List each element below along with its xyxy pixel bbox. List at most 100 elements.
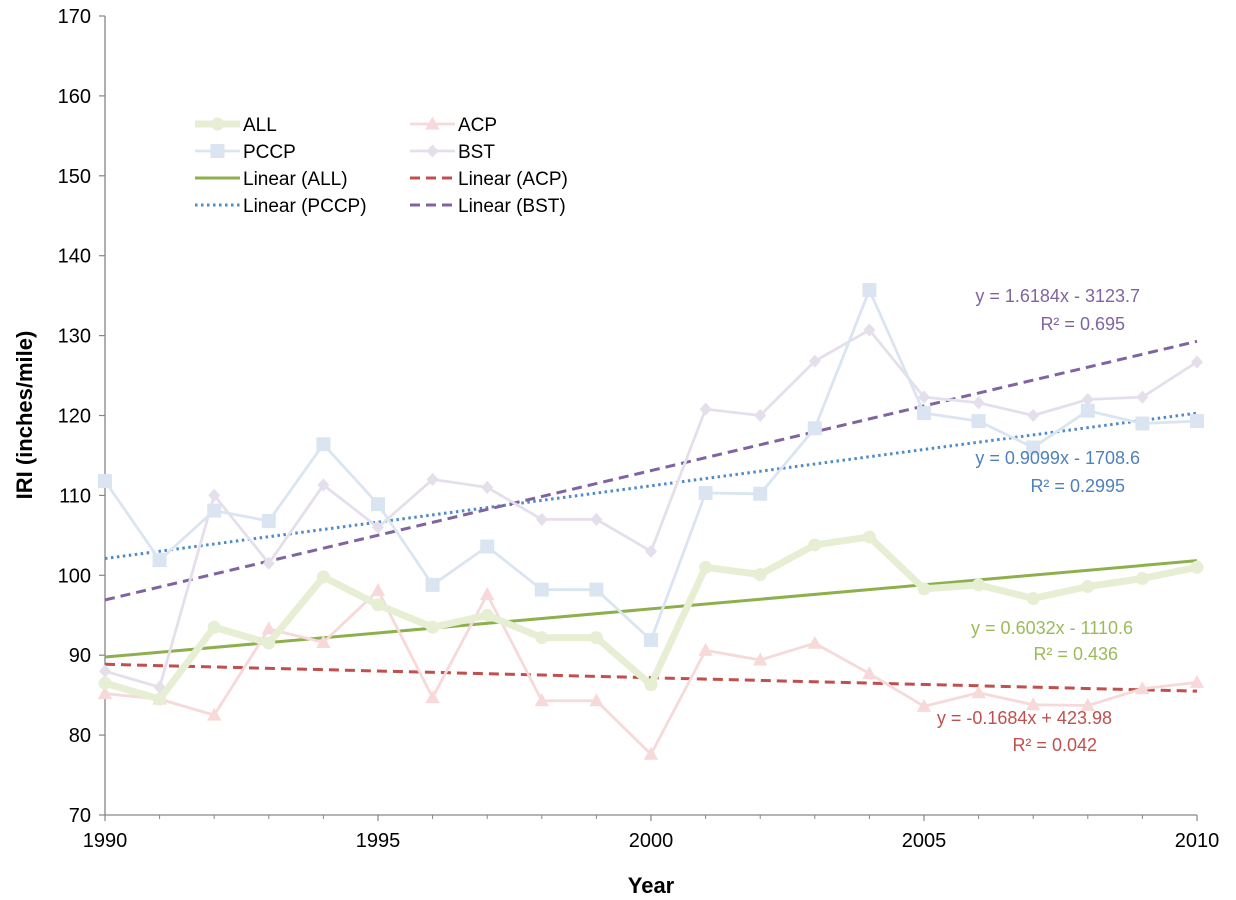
y-tick-label: 100 bbox=[58, 565, 91, 587]
legend-label: Linear (BST) bbox=[458, 196, 566, 217]
series-line-acp bbox=[104, 589, 1198, 756]
y-axis-title: IRI (inches/mile) bbox=[12, 331, 37, 500]
data-point-bst bbox=[535, 512, 548, 526]
data-point-all bbox=[753, 568, 767, 582]
legend-item-linear-acp: Linear (ACP) bbox=[410, 169, 568, 190]
data-point-all bbox=[480, 608, 494, 622]
data-point-acp bbox=[207, 707, 222, 721]
legend-item-bst: BST bbox=[410, 142, 495, 163]
data-point-bst bbox=[1081, 392, 1094, 407]
data-point-all bbox=[917, 582, 931, 596]
data-point-pccp bbox=[971, 414, 986, 429]
data-point-pccp bbox=[698, 486, 713, 501]
trendline-equation-linear-bst: y = 1.6184x - 3123.7 bbox=[975, 286, 1140, 306]
data-point-pccp bbox=[644, 633, 658, 648]
x-tick-label: 1995 bbox=[356, 830, 401, 852]
y-tick-label: 170 bbox=[58, 6, 91, 28]
legend-item-pccp: PCCP bbox=[195, 142, 296, 163]
y-tick-label: 160 bbox=[58, 86, 91, 108]
data-point-pccp bbox=[753, 486, 768, 501]
data-point-acp bbox=[589, 693, 604, 707]
data-point-pccp bbox=[425, 577, 440, 592]
legend-label: Linear (PCCP) bbox=[243, 196, 367, 217]
legend: ALL ACP PCCP BST Linear (ALL) Linear (ACP) Lin… bbox=[195, 115, 568, 217]
data-point-pccp bbox=[207, 503, 222, 518]
data-point-all bbox=[316, 570, 330, 584]
data-point-acp bbox=[370, 583, 386, 597]
data-point-all bbox=[371, 598, 385, 612]
legend-item-acp: ACP bbox=[410, 115, 497, 136]
data-point-bst bbox=[372, 520, 384, 534]
data-point-all bbox=[262, 636, 276, 650]
data-point-acp bbox=[534, 693, 549, 707]
data-point-pccp bbox=[316, 437, 331, 452]
legend-label: PCCP bbox=[243, 142, 296, 163]
data-point-all bbox=[862, 530, 876, 544]
data-point-pccp bbox=[1026, 440, 1041, 455]
data-point-bst bbox=[1136, 390, 1149, 404]
trendline-r2-linear-all: R² = 0.436 bbox=[1033, 644, 1118, 664]
data-point-bst bbox=[699, 402, 712, 416]
data-point-acp bbox=[1026, 697, 1041, 711]
data-point-acp bbox=[1189, 674, 1205, 688]
legend-swatch-marker bbox=[211, 117, 224, 131]
data-point-bst bbox=[208, 488, 221, 502]
legend-swatch-marker bbox=[425, 116, 440, 130]
data-point-acp bbox=[261, 621, 276, 635]
data-point-bst bbox=[1191, 355, 1203, 369]
y-tick-label: 130 bbox=[58, 326, 91, 348]
series-all bbox=[98, 530, 1204, 706]
data-point-acp bbox=[97, 686, 113, 700]
data-point-all bbox=[808, 538, 822, 552]
data-point-all bbox=[207, 620, 221, 634]
legend-label: Linear (ACP) bbox=[458, 169, 568, 190]
data-point-pccp bbox=[1190, 414, 1204, 429]
data-point-all bbox=[1026, 591, 1040, 605]
data-point-all bbox=[699, 560, 713, 574]
legend-item-all: ALL bbox=[195, 115, 277, 136]
data-point-acp bbox=[643, 746, 659, 760]
x-tick-label: 2010 bbox=[1175, 830, 1220, 852]
data-point-bst bbox=[754, 408, 767, 423]
data-point-bst bbox=[262, 556, 275, 570]
data-point-bst bbox=[590, 512, 603, 526]
series-pccp bbox=[98, 283, 1204, 648]
data-point-all bbox=[1081, 579, 1095, 593]
x-tick-label: 1990 bbox=[83, 830, 128, 852]
data-point-bst bbox=[808, 354, 821, 368]
legend-item-linear-all: Linear (ALL) bbox=[195, 169, 348, 190]
data-series bbox=[97, 283, 1205, 760]
data-point-acp bbox=[807, 635, 822, 649]
data-point-acp bbox=[480, 587, 495, 601]
data-point-pccp bbox=[371, 497, 385, 512]
data-point-bst bbox=[645, 544, 657, 558]
data-point-acp bbox=[316, 634, 331, 648]
trendline-equation-linear-all: y = 0.6032x - 1110.6 bbox=[971, 618, 1133, 638]
y-tick-label: 110 bbox=[59, 485, 91, 507]
data-point-acp bbox=[753, 652, 768, 666]
trendline-equation-linear-pccp: y = 0.9099x - 1708.6 bbox=[975, 448, 1140, 468]
data-point-pccp bbox=[589, 582, 604, 597]
trendline-r2-linear-acp: R² = 0.042 bbox=[1012, 735, 1097, 755]
series-bst bbox=[99, 323, 1203, 694]
data-point-all bbox=[426, 620, 440, 634]
data-point-acp bbox=[916, 698, 932, 712]
legend-label: ALL bbox=[243, 115, 277, 136]
data-point-pccp bbox=[480, 539, 495, 554]
data-point-acp bbox=[425, 690, 440, 704]
data-point-bst bbox=[426, 472, 439, 487]
data-point-bst bbox=[317, 478, 330, 492]
data-point-bst bbox=[972, 396, 985, 410]
data-point-all bbox=[1190, 560, 1204, 574]
data-point-all bbox=[1135, 571, 1149, 585]
series-acp bbox=[97, 583, 1205, 760]
y-tick-label: 140 bbox=[58, 246, 91, 268]
trendline-r2-linear-pccp: R² = 0.2995 bbox=[1030, 476, 1125, 496]
data-point-acp bbox=[971, 685, 986, 699]
data-point-all bbox=[153, 692, 167, 706]
x-tick-label: 2000 bbox=[629, 830, 674, 852]
data-point-acp bbox=[1080, 698, 1095, 712]
legend-swatch-marker bbox=[210, 144, 225, 158]
data-point-pccp bbox=[261, 513, 276, 528]
